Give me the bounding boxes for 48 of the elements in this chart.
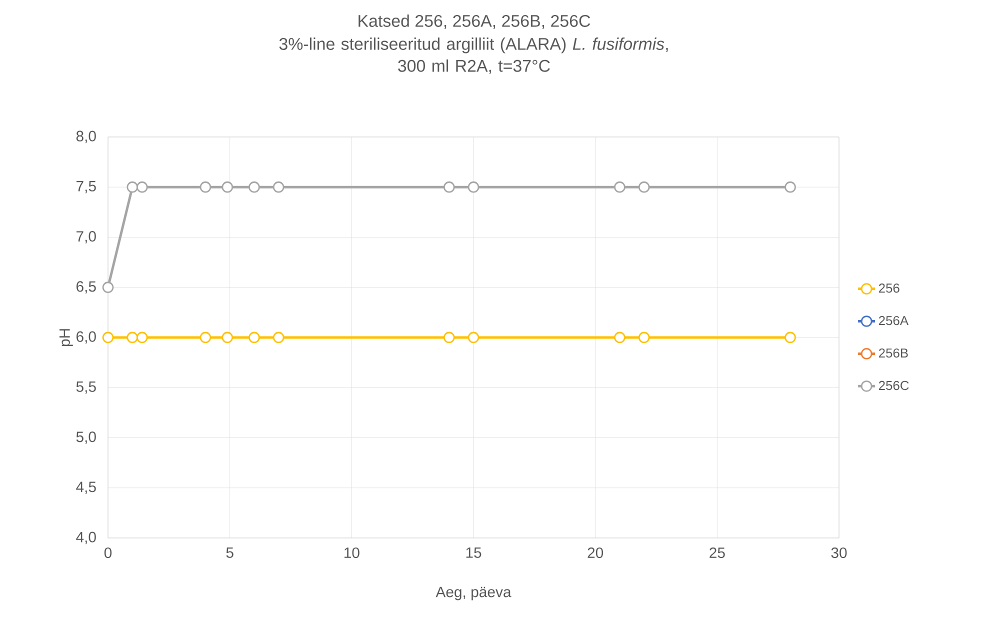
point: [443, 332, 455, 344]
x-axis-title: Aeg, päeva: [436, 586, 512, 600]
point: [638, 181, 650, 193]
x-tick-label: 10: [344, 547, 360, 558]
y-tick-label: 7,5: [76, 181, 96, 194]
point: [614, 332, 626, 344]
point: [248, 332, 260, 344]
point: [136, 332, 148, 344]
point: [784, 332, 796, 344]
point: [638, 332, 650, 344]
legend-label: 256B: [878, 348, 908, 358]
chart-title: Katsed 256, 256A, 256B, 256C: [358, 14, 590, 29]
y-tick-label: 6,0: [76, 331, 96, 344]
text: 3%-line steriliseeritud argilliit (ALARA) L. fusiformis, 300 ml R2A, t=37°C: [279, 38, 668, 74]
point: [200, 181, 212, 193]
legend-label: 256: [878, 284, 900, 293]
y-tick-label: 5,5: [76, 382, 96, 394]
point: [102, 332, 114, 344]
point: [102, 282, 114, 294]
y-tick-label: 4,5: [76, 482, 96, 494]
x-tick-label: 25: [710, 547, 725, 558]
legend-label: 256A: [878, 316, 909, 326]
y-tick-label: 5,0: [76, 432, 96, 444]
point: [136, 181, 148, 193]
point: [126, 181, 138, 193]
point: [443, 181, 455, 193]
point: [272, 332, 284, 344]
x-tick-label: 0: [104, 547, 112, 558]
legend-label: 256C: [878, 380, 909, 390]
y-axis-title: pH: [60, 329, 73, 346]
x-tick-label: 30: [831, 547, 847, 558]
point: [126, 332, 138, 344]
point: [614, 181, 626, 193]
point: [468, 181, 480, 193]
y-tick-label: 8,0: [76, 130, 96, 144]
point: [272, 181, 284, 193]
x-tick-label: 20: [588, 547, 604, 558]
point: [248, 181, 260, 193]
y-tick-label: 4,0: [76, 532, 96, 544]
point: [222, 181, 234, 193]
point: [468, 332, 480, 344]
point: [784, 181, 796, 193]
x-tick-label: 5: [226, 547, 234, 558]
y-tick-label: 7,0: [76, 231, 96, 244]
point: [222, 332, 234, 344]
point: [200, 332, 212, 344]
x-tick-label: 15: [466, 547, 482, 558]
y-tick-label: 6,5: [76, 281, 96, 294]
